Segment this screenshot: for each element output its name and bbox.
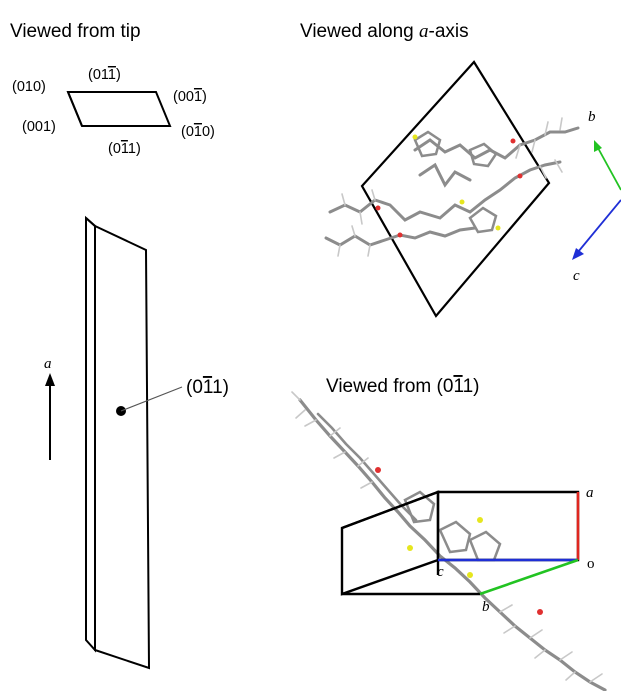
face-view-axis-label-b: b: [482, 599, 490, 615]
crystal-edge: [85, 217, 96, 227]
face-label-00-1: (001): [173, 89, 207, 105]
face-view-axis-label-c: c: [437, 564, 444, 580]
c-axis-arrowhead: [572, 248, 584, 260]
face-view-axis-label-a: a: [586, 485, 594, 501]
b-axis-arrow: [597, 147, 621, 191]
face-view-title: Viewed from (011): [326, 376, 480, 397]
crystal-axis-label-a: a: [44, 356, 52, 372]
face-label-0-11: (011): [108, 141, 141, 157]
face-view-origin-label: o: [587, 556, 595, 572]
face-label-0-10: (010): [181, 124, 215, 140]
crystal-face-label: (011): [186, 377, 229, 398]
face-label-010: (010): [12, 79, 46, 95]
face-view-panel: Viewed from (011): [291, 376, 607, 691]
crystal-main-face: [94, 224, 151, 670]
unit-cell-rhombus: [360, 60, 551, 318]
crystal-needle: a (011): [44, 215, 229, 670]
a-axis-view-title: Viewed along a-axis: [300, 21, 469, 42]
crystal-cross-section: [66, 91, 172, 127]
face-label-001: (001): [22, 119, 56, 135]
tip-view-panel: Viewed from tip (010) (011) (001) (001) …: [10, 21, 215, 157]
tip-view-title: Viewed from tip: [10, 21, 141, 42]
cross-section-edge: [67, 91, 83, 127]
unit-cell-box: [340, 490, 580, 596]
a-view-axis-label-c: c: [573, 268, 580, 284]
a-axis-view-panel: Viewed along a-axis: [300, 21, 621, 318]
face-marker-leader: [120, 386, 183, 412]
b-axis-arrowhead: [594, 140, 602, 152]
molecule-cluster-face-view: [291, 391, 607, 691]
cell-axis-b: [479, 558, 579, 596]
a-axis-arrowhead: [45, 373, 55, 386]
a-view-axis-label-b: b: [588, 109, 596, 125]
face-label-01-1: (011): [88, 67, 121, 83]
c-axis-arrow: [577, 199, 621, 253]
crystal-side-face: [85, 215, 96, 653]
molecule-cluster-a-view: [324, 117, 580, 257]
